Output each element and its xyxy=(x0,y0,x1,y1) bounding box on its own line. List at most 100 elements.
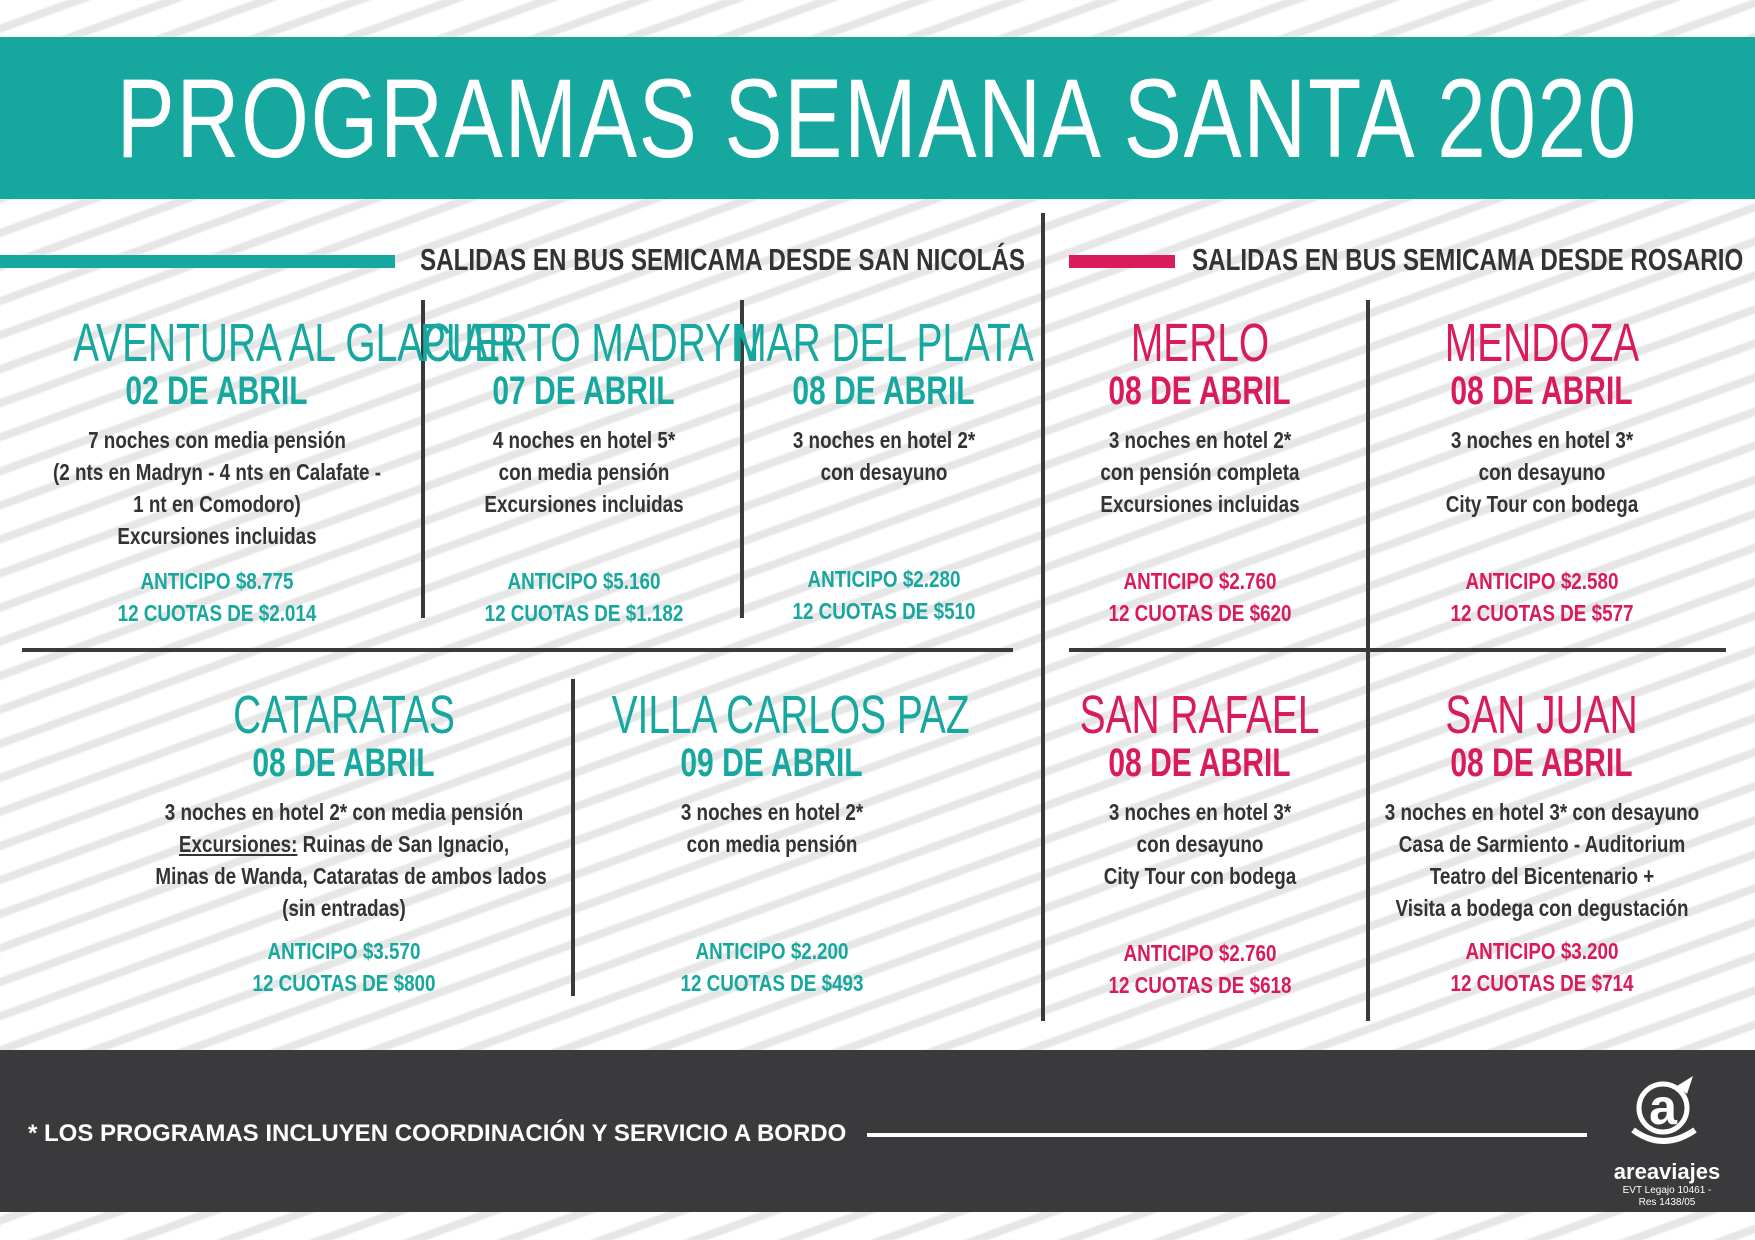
program-date: 08 DE ABRIL xyxy=(1108,369,1292,413)
cuotas: 12 CUOTAS DE $618 xyxy=(1108,972,1292,998)
program-detail: 7 noches con media pensión xyxy=(88,427,346,453)
cuotas: 12 CUOTAS DE $2.014 xyxy=(117,600,317,626)
program-detail: 3 noches en hotel 2* xyxy=(1108,427,1292,453)
cuotas: 12 CUOTAS DE $800 xyxy=(252,970,436,996)
program-price: ANTICIPO $2.760 12 CUOTAS DE $620 xyxy=(970,565,1430,629)
logo-legal: Res 1438/05 xyxy=(1638,1197,1696,1208)
anticipo: ANTICIPO $2.580 xyxy=(1465,568,1619,594)
program-detail: con desayuno xyxy=(1478,459,1606,485)
column-divider xyxy=(740,300,744,618)
row-divider xyxy=(22,648,1013,652)
footer-band xyxy=(0,1050,1755,1212)
anticipo: ANTICIPO $5.160 xyxy=(507,568,661,594)
pink-accent-bar xyxy=(1069,255,1175,268)
program-detail: Excursiones: Ruinas de San Ignacio, xyxy=(155,828,532,860)
program-detail: Minas de Wanda, Cataratas de ambos lados xyxy=(155,863,547,889)
program-detail: 3 noches en hotel 3* con desayuno xyxy=(1384,799,1700,825)
program-date: 02 DE ABRIL xyxy=(125,369,309,413)
program-detail: (sin entradas) xyxy=(282,895,406,921)
excursions-label: Excursiones: xyxy=(178,831,298,857)
center-divider xyxy=(1041,213,1045,1021)
program-title: MERLO xyxy=(1130,313,1270,373)
program-price: ANTICIPO $3.200 12 CUOTAS DE $714 xyxy=(1312,935,1755,999)
program-title: SAN JUAN xyxy=(1445,685,1639,745)
program-date: 08 DE ABRIL xyxy=(1108,741,1292,785)
program-card: MAR DEL PLATA 08 DE ABRIL 3 noches en hot… xyxy=(654,313,1114,488)
section-header-san-nicolas: SALIDAS EN BUS SEMICAMA DESDE SAN NICOLÁ… xyxy=(420,242,1196,278)
program-detail: con pensión completa xyxy=(1100,459,1300,485)
column-divider xyxy=(571,679,575,996)
program-title: CATARATAS xyxy=(233,685,455,745)
program-title: AVENTURA AL GLACIAR xyxy=(73,313,517,373)
program-detail: 3 noches en hotel 2* xyxy=(680,799,864,825)
anticipo: ANTICIPO $2.200 xyxy=(695,938,849,964)
program-title: MAR DEL PLATA xyxy=(734,313,1034,373)
section-header-text: SALIDAS EN BUS SEMICAMA DESDE ROSARIO xyxy=(1192,242,1744,277)
program-date: 08 DE ABRIL xyxy=(1450,369,1634,413)
cuotas: 12 CUOTAS DE $577 xyxy=(1450,600,1634,626)
section-header-rosario: SALIDAS EN BUS SEMICAMA DESDE ROSARIO xyxy=(1192,242,1755,278)
program-card: VILLA CARLOS PAZ 09 DE ABRIL 3 noches en … xyxy=(542,685,1002,860)
teal-accent-bar xyxy=(0,255,395,268)
program-date: 08 DE ABRIL xyxy=(252,741,436,785)
program-card: PUERTO MADRYN 07 DE ABRIL 4 noches en hot… xyxy=(354,313,814,520)
program-title: MENDOZA xyxy=(1444,313,1640,373)
program-detail: Excursiones incluidas xyxy=(1100,491,1300,517)
program-detail: 3 noches en hotel 3* xyxy=(1108,799,1292,825)
program-detail: 3 noches en hotel 2* xyxy=(792,427,976,453)
program-card: MERLO 08 DE ABRIL 3 noches en hotel 2* con… xyxy=(970,313,1430,520)
program-price: ANTICIPO $2.760 12 CUOTAS DE $618 xyxy=(970,937,1430,1001)
program-detail: con desayuno xyxy=(820,459,948,485)
logo-brand: areaviajes xyxy=(1613,1159,1721,1184)
program-detail-text: Ruinas de San Ignacio, xyxy=(302,831,510,857)
program-title: SAN RAFAEL xyxy=(1080,685,1320,745)
program-price: ANTICIPO $5.160 12 CUOTAS DE $1.182 xyxy=(354,565,814,629)
program-card: CATARATAS 08 DE ABRIL 3 noches en hotel 2… xyxy=(114,685,574,924)
cuotas: 12 CUOTAS DE $493 xyxy=(680,970,864,996)
program-detail: con desayuno xyxy=(1136,831,1264,857)
logo-legal: EVT Legajo 10461 - xyxy=(1622,1185,1712,1196)
anticipo: ANTICIPO $8.775 xyxy=(140,568,294,594)
program-card: SAN RAFAEL 08 DE ABRIL 3 noches en hotel … xyxy=(970,685,1430,892)
logo-a-icon: a xyxy=(1631,1076,1697,1144)
areaviajes-logo: a areaviajes EVT Legajo 10461 - Res 1438… xyxy=(1597,1072,1737,1209)
program-card: MENDOZA 08 DE ABRIL 3 noches en hotel 3* c… xyxy=(1312,313,1755,520)
program-detail: 4 noches en hotel 5* xyxy=(492,427,676,453)
program-detail: Excursiones incluidas xyxy=(484,491,684,517)
program-price: ANTICIPO $2.580 12 CUOTAS DE $577 xyxy=(1312,565,1755,629)
program-date: 08 DE ABRIL xyxy=(1450,741,1634,785)
program-detail: 3 noches en hotel 2* con media pensión xyxy=(164,799,524,825)
cuotas: 12 CUOTAS DE $1.182 xyxy=(484,600,684,626)
program-detail: Visita a bodega con degustación xyxy=(1395,895,1689,921)
program-card: AVENTURA AL GLACIAR 02 DE ABRIL 7 noches … xyxy=(0,316,516,552)
program-price: ANTICIPO $2.280 12 CUOTAS DE $510 xyxy=(654,563,1114,627)
program-date: 09 DE ABRIL xyxy=(680,741,864,785)
cuotas: 12 CUOTAS DE $620 xyxy=(1108,600,1292,626)
program-price: ANTICIPO $8.775 12 CUOTAS DE $2.014 xyxy=(0,565,447,629)
program-title: PUERTO MADRYN xyxy=(419,313,760,373)
anticipo: ANTICIPO $2.760 xyxy=(1123,568,1277,594)
cuotas: 12 CUOTAS DE $714 xyxy=(1450,970,1634,996)
program-detail: Excursiones incluidas xyxy=(117,523,317,549)
program-price: ANTICIPO $3.570 12 CUOTAS DE $800 xyxy=(114,935,574,999)
program-detail: con media pensión xyxy=(686,831,858,857)
footer-note: * LOS PROGRAMAS INCLUYEN COORDINACIÓN Y … xyxy=(28,1120,847,1147)
row-divider xyxy=(1069,648,1726,652)
program-detail: (2 nts en Madryn - 4 nts en Calafate - xyxy=(52,459,382,485)
section-header-text: SALIDAS EN BUS SEMICAMA DESDE SAN NICOLÁ… xyxy=(420,242,1025,277)
program-date: 08 DE ABRIL xyxy=(792,369,976,413)
anticipo: ANTICIPO $3.200 xyxy=(1465,938,1619,964)
anticipo: ANTICIPO $2.760 xyxy=(1123,940,1277,966)
footer-line xyxy=(867,1133,1587,1137)
program-detail: Teatro del Bicentenario + xyxy=(1429,863,1655,889)
program-detail: Casa de Sarmiento - Auditorium xyxy=(1398,831,1686,857)
program-date: 07 DE ABRIL xyxy=(492,369,676,413)
page-title: PROGRAMAS SEMANA SANTA 2020 xyxy=(116,55,1639,181)
program-detail: con media pensión xyxy=(498,459,670,485)
column-divider xyxy=(1366,300,1370,1021)
program-card: SAN JUAN 08 DE ABRIL 3 noches en hotel 3*… xyxy=(1312,685,1755,924)
cuotas: 12 CUOTAS DE $510 xyxy=(792,598,976,624)
program-detail: City Tour con bodega xyxy=(1445,491,1639,517)
program-title: VILLA CARLOS PAZ xyxy=(611,685,970,745)
program-detail: 3 noches en hotel 3* xyxy=(1450,427,1634,453)
